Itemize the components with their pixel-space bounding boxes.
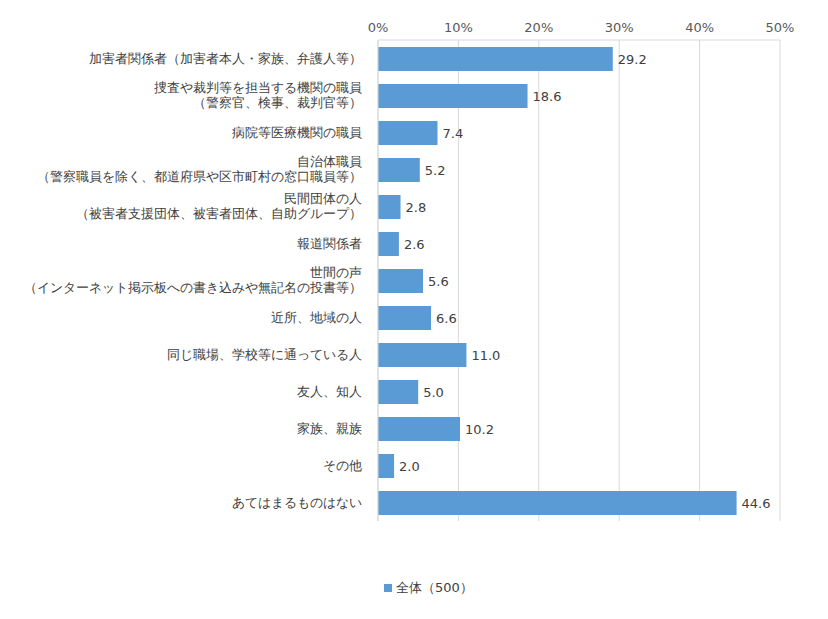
svg-text:報道関係者: 報道関係者: [297, 236, 362, 251]
svg-text:近所、地域の人: 近所、地域の人: [271, 310, 362, 325]
svg-text:18.6: 18.6: [533, 89, 562, 104]
svg-text:自治体職員（警察職員を除く、都道府県や区市町村の窓口職員等）: 自治体職員（警察職員を除く、都道府県や区市町村の窓口職員等）: [37, 154, 362, 184]
svg-text:5.6: 5.6: [428, 274, 449, 289]
svg-text:友人、知人: 友人、知人: [297, 384, 362, 399]
svg-text:20%: 20%: [524, 20, 553, 35]
svg-text:10%: 10%: [444, 20, 473, 35]
svg-text:民間団体の人（被害者支援団体、被害者団体、自助グループ）: 民間団体の人（被害者支援団体、被害者団体、自助グループ）: [76, 191, 362, 221]
svg-text:0%: 0%: [368, 20, 389, 35]
svg-text:6.6: 6.6: [436, 311, 457, 326]
svg-text:2.0: 2.0: [399, 459, 420, 474]
svg-text:50%: 50%: [766, 20, 795, 35]
svg-text:30%: 30%: [605, 20, 634, 35]
svg-text:あてはまるものはない: あてはまるものはない: [232, 495, 362, 510]
svg-text:7.4: 7.4: [442, 126, 463, 141]
svg-text:同じ職場、学校等に通っている人: 同じ職場、学校等に通っている人: [167, 347, 362, 362]
svg-text:家族、親族: 家族、親族: [297, 421, 362, 436]
svg-text:捜査や裁判等を担当する機関の職員（警察官、検事、裁判官等）: 捜査や裁判等を担当する機関の職員（警察官、検事、裁判官等）: [154, 80, 362, 110]
html-text:全体（500）: 全体（500）: [396, 580, 473, 595]
svg-text:11.0: 11.0: [471, 348, 500, 363]
svg-text:5.0: 5.0: [423, 385, 444, 400]
svg-text:10.2: 10.2: [465, 422, 494, 437]
svg-text:その他: その他: [323, 458, 362, 473]
svg-text:2.6: 2.6: [404, 237, 425, 252]
svg-text:5.2: 5.2: [425, 163, 446, 178]
svg-text:病院等医療機関の職員: 病院等医療機関の職員: [232, 125, 362, 140]
svg-text:加害者関係者（加害者本人・家族、弁護人等）: 加害者関係者（加害者本人・家族、弁護人等）: [89, 51, 362, 66]
svg-text:44.6: 44.6: [742, 496, 771, 511]
svg-text:40%: 40%: [685, 20, 714, 35]
svg-text:2.8: 2.8: [406, 200, 427, 215]
svg-text:世間の声（インターネット掲示板への書き込みや無記名の投書等）: 世間の声（インターネット掲示板への書き込みや無記名の投書等）: [24, 265, 362, 295]
svg-text:29.2: 29.2: [618, 52, 647, 67]
